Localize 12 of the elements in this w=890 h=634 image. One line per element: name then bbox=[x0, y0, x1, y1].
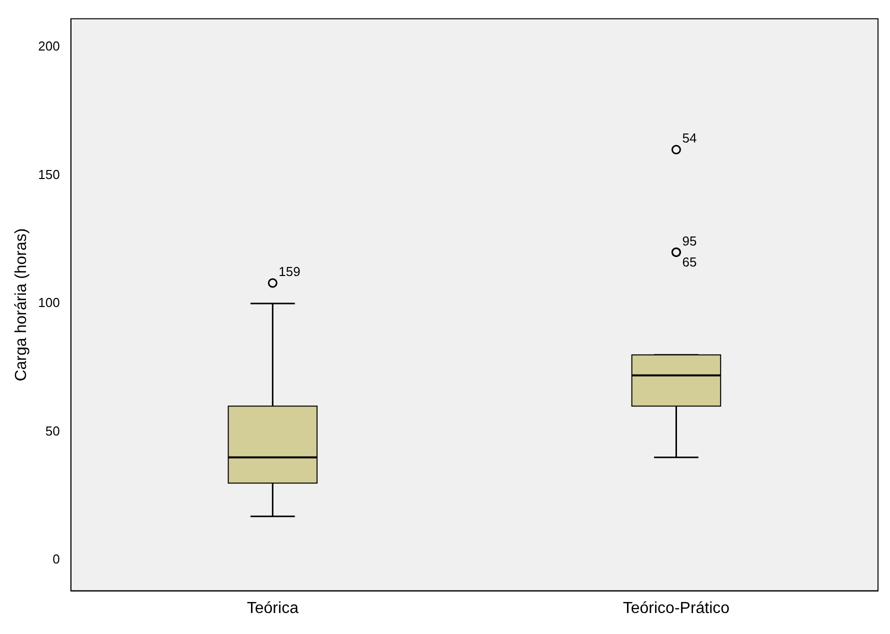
y-tick-label: 150 bbox=[38, 166, 60, 182]
y-tick-label: 0 bbox=[52, 552, 60, 567]
annotation: 159 bbox=[278, 264, 300, 280]
y-tick-label: 50 bbox=[45, 423, 60, 438]
annotation: 54 bbox=[682, 130, 697, 146]
y-tick-label: 200 bbox=[38, 38, 60, 54]
y-axis-title: Carga horária (horas) bbox=[13, 228, 30, 382]
x-tick-label: Teórico-Prático bbox=[622, 600, 730, 617]
x-tick-label: Teórica bbox=[246, 600, 299, 617]
annotation: 95 bbox=[682, 233, 697, 248]
y-tick-label: 100 bbox=[38, 295, 60, 310]
annotation: 65 bbox=[682, 254, 697, 270]
